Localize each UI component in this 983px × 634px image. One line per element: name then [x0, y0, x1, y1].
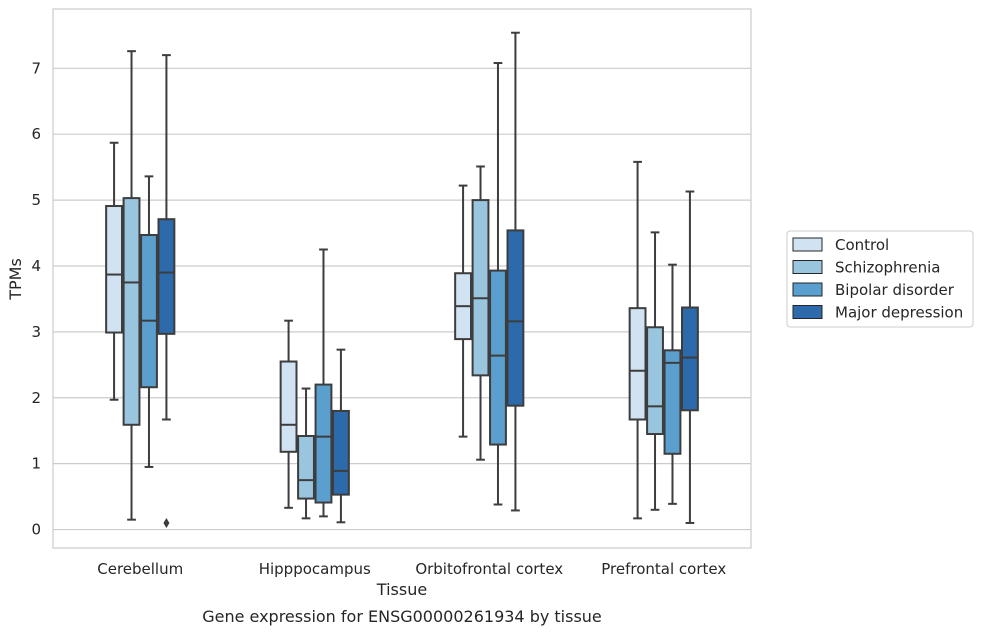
box	[471, 199, 490, 377]
box	[157, 218, 176, 335]
x-tick-labels: Cerebellum Hipppocampus Orbitofrontal cort…	[97, 560, 726, 578]
box	[122, 197, 141, 426]
box-plot	[471, 165, 490, 461]
box-plot	[506, 31, 525, 512]
legend-item: Control	[792, 236, 889, 254]
box	[646, 326, 664, 436]
box-plot	[157, 54, 176, 528]
legend-item: Bipolar disorder	[792, 281, 955, 299]
box	[140, 234, 158, 389]
box-plot	[454, 184, 472, 438]
box	[506, 229, 525, 407]
box	[628, 307, 647, 421]
box-plot	[297, 387, 315, 520]
y-tick-label: 0	[31, 521, 41, 539]
box	[297, 434, 315, 500]
legend-frame	[786, 230, 974, 328]
legend-swatch	[792, 237, 823, 252]
chart-caption: Gene expression for ENSG00000261934 by t…	[202, 607, 602, 626]
box-plot	[105, 141, 124, 401]
box-plot	[681, 190, 699, 524]
y-tick-label: 5	[31, 191, 41, 209]
y-tick-label: 2	[31, 389, 41, 407]
box-plot	[332, 348, 350, 524]
outlier-point	[163, 517, 170, 528]
box	[681, 306, 699, 412]
y-tick-label: 1	[31, 455, 41, 473]
x-tick-label: Cerebellum	[97, 560, 183, 578]
box-plot	[489, 62, 507, 506]
box	[489, 269, 507, 446]
legend-label: Bipolar disorder	[835, 281, 955, 299]
y-tick-labels: 0 1 2 3 4 5 6 7	[31, 59, 41, 538]
legend-item: Major depression	[792, 304, 963, 322]
box-plot	[122, 50, 141, 521]
box	[332, 409, 350, 496]
y-tick-label: 7	[31, 59, 41, 77]
legend-swatch	[792, 282, 823, 297]
y-tick-label: 3	[31, 323, 41, 341]
plot-frame	[52, 8, 752, 549]
box-plot	[279, 319, 298, 509]
box-plot	[663, 263, 682, 505]
box-plot	[646, 231, 664, 511]
box-plot	[628, 160, 647, 520]
x-tick-label: Prefrontal cortex	[601, 560, 726, 578]
boxes	[105, 31, 699, 528]
box	[105, 205, 124, 334]
x-tick-label: Hipppocampus	[259, 560, 371, 578]
x-axis-title: Tissue	[376, 580, 427, 599]
legend-swatch	[792, 260, 823, 274]
legend-label: Control	[835, 236, 889, 254]
box	[663, 349, 682, 455]
y-axis-title: TPMs	[6, 258, 25, 301]
legend-swatch	[792, 305, 823, 319]
box-plot	[314, 248, 333, 518]
legend-label: Major depression	[835, 304, 963, 322]
legend-item: Schizophrenia	[792, 259, 940, 277]
legend-label: Schizophrenia	[835, 259, 940, 277]
y-tick-label: 6	[31, 125, 41, 143]
box-plot	[140, 175, 158, 468]
legend: Control Schizophrenia Bipolar disorder Majo…	[786, 230, 974, 328]
box	[314, 383, 333, 504]
y-tick-label: 4	[31, 257, 41, 275]
box	[279, 360, 298, 453]
x-tick-label: Orbitofrontal cortex	[415, 560, 563, 578]
